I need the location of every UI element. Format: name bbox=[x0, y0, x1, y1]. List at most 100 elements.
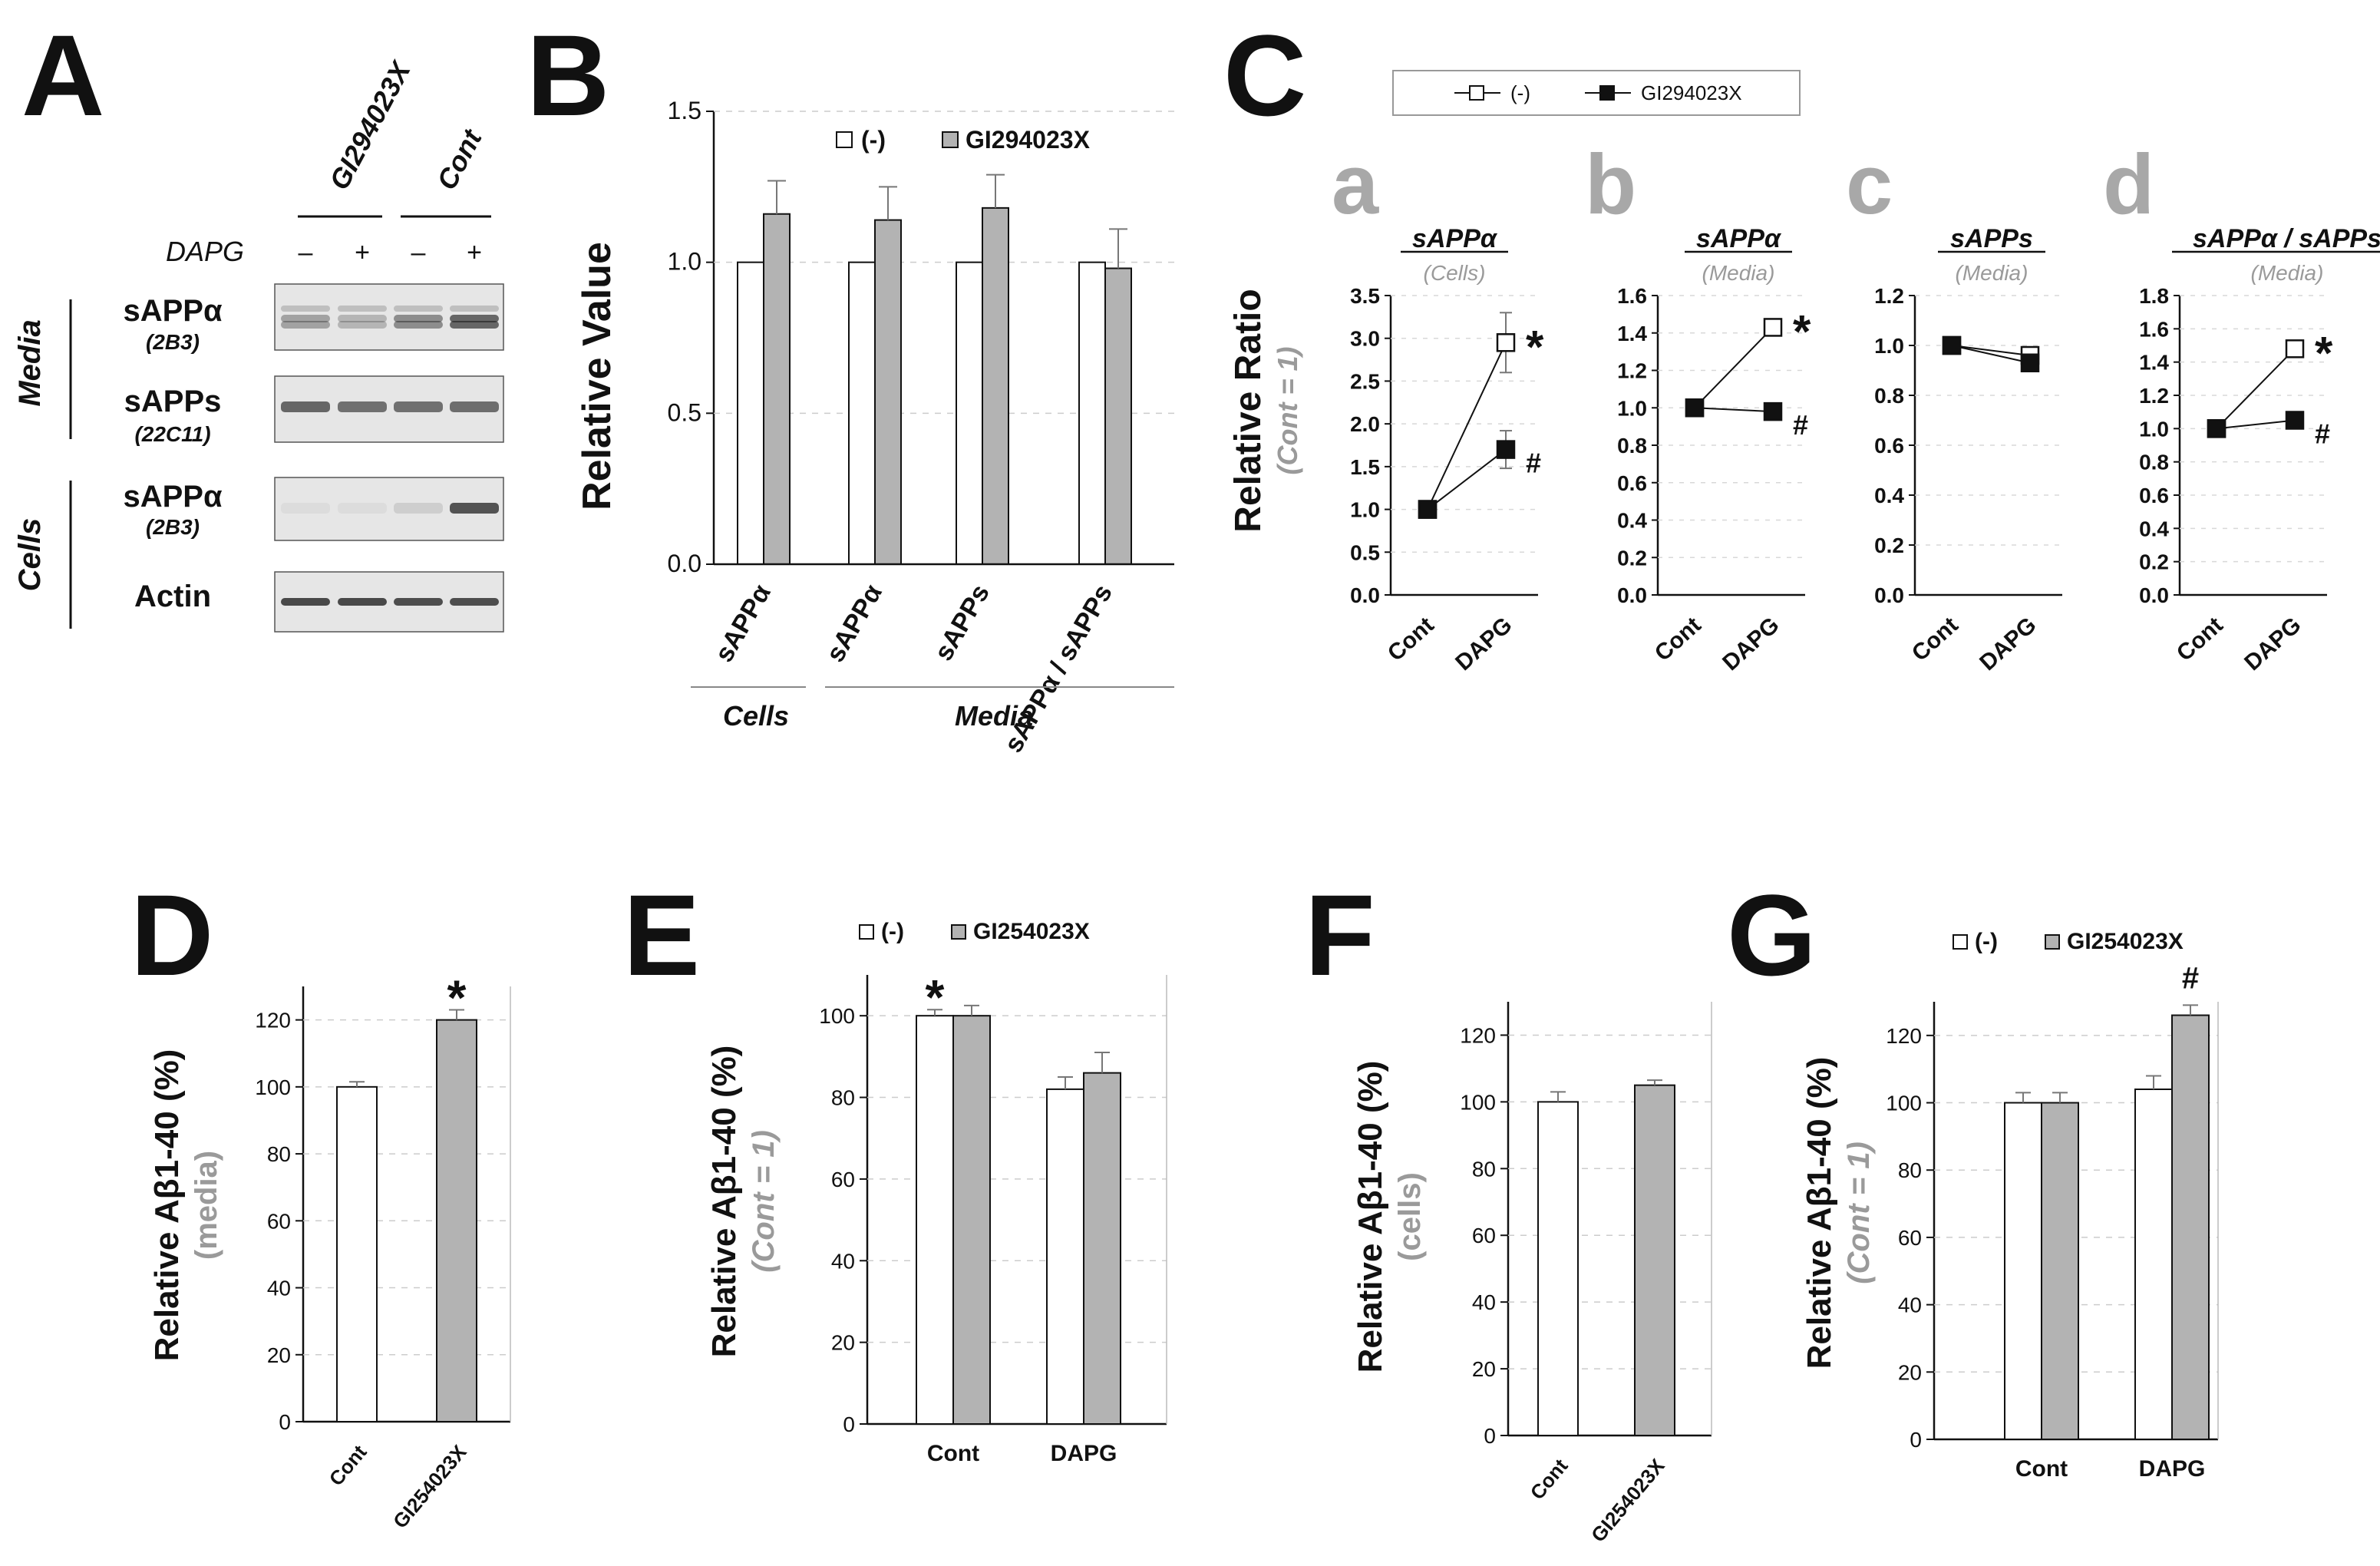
bar bbox=[1046, 1088, 1084, 1425]
y-tick-label: 1.8 bbox=[2139, 284, 2169, 308]
y-tick-label: 0.4 bbox=[2139, 517, 2169, 540]
legend-label: GI294023X bbox=[966, 126, 1091, 154]
y-tick-label: 20 bbox=[1472, 1357, 1496, 1381]
blot-dapg-sign: – bbox=[299, 238, 313, 267]
blot-dapg-sign: + bbox=[467, 238, 482, 267]
blot-band bbox=[450, 306, 499, 312]
y-tick-label: 1.2 bbox=[2139, 384, 2169, 408]
blot-band bbox=[450, 503, 499, 514]
panel-letter-g: G bbox=[1727, 871, 1817, 999]
x-tick-label: Cont bbox=[1907, 613, 1963, 666]
x-tick-label: Cont bbox=[927, 1441, 979, 1466]
blot-row-label: sAPPα bbox=[123, 480, 222, 514]
y-tick-label: 0.0 bbox=[2139, 583, 2169, 607]
group-label: Cells bbox=[723, 700, 789, 732]
bar bbox=[737, 261, 764, 565]
x-tick-label: DAPG bbox=[2139, 1456, 2206, 1482]
bar bbox=[982, 206, 1009, 565]
y-tick-label: 40 bbox=[1472, 1290, 1496, 1314]
series-line bbox=[2216, 419, 2296, 430]
x-tick-label: DAPG bbox=[1451, 613, 1517, 676]
legend-label: (-) bbox=[1510, 81, 1530, 104]
subplot-letter: c bbox=[1846, 137, 1893, 232]
subplot-title: sAPPα / sAPPs bbox=[2193, 224, 2380, 253]
blot-row-antibody: (2B3) bbox=[146, 330, 200, 354]
bar bbox=[763, 213, 791, 565]
y-tick-label: 0.0 bbox=[668, 550, 701, 577]
bar bbox=[1078, 261, 1106, 565]
data-point bbox=[1763, 401, 1783, 421]
y-tick-label: 0.2 bbox=[1874, 534, 1904, 557]
subplot-letter: d bbox=[2103, 137, 2154, 232]
bar bbox=[436, 1019, 477, 1422]
blot-band bbox=[394, 306, 443, 312]
y-tick-label: 0.4 bbox=[1617, 509, 1647, 533]
x-tick-label: Cont bbox=[1383, 613, 1439, 666]
panel-letter-c: C bbox=[1223, 11, 1306, 140]
x-tick-label: GI254023X bbox=[1586, 1454, 1669, 1547]
x-tick-label: Cont bbox=[2015, 1456, 2068, 1482]
series-line bbox=[1427, 342, 1507, 510]
bar bbox=[874, 219, 902, 565]
y-tick-label: 0.8 bbox=[2139, 451, 2169, 474]
y-tick-label: 20 bbox=[267, 1343, 291, 1367]
blot-band bbox=[281, 401, 330, 412]
y-tick-label: 0.6 bbox=[1617, 471, 1647, 495]
bar bbox=[2171, 1014, 2210, 1440]
data-point bbox=[1418, 500, 1438, 519]
y-tick-label: 0.5 bbox=[668, 398, 701, 426]
subplot-d: d sAPPα / sAPPs (Media) 0.0 0.2 0.4 0.6 0.8 1.0 1… bbox=[2103, 137, 2380, 676]
blot-band bbox=[281, 598, 330, 606]
subplot-subtitle: (Cells) bbox=[1424, 261, 1486, 285]
subplot-subtitle: (Media) bbox=[2251, 261, 2324, 285]
y-tick-label: 0.2 bbox=[1617, 546, 1647, 570]
y-tick-label: 0 bbox=[1484, 1424, 1496, 1448]
data-point bbox=[2020, 353, 2040, 372]
legend-label: GI294023X bbox=[1641, 81, 1742, 104]
subplot-subtitle: (Media) bbox=[1702, 261, 1775, 285]
y-tick-label: 1.6 bbox=[2139, 317, 2169, 341]
panel-letter-a: A bbox=[21, 11, 104, 140]
x-tick-label: DAPG bbox=[1051, 1441, 1117, 1466]
y-tick-label: 0.4 bbox=[1874, 484, 1904, 507]
legend-swatch bbox=[1953, 934, 1968, 950]
significance-hash: # bbox=[2182, 961, 2199, 995]
blot-band bbox=[338, 598, 387, 606]
panel-letter-d: D bbox=[130, 871, 213, 999]
subplot-letter: b bbox=[1585, 137, 1636, 232]
y-tick-label: 100 bbox=[819, 1004, 855, 1028]
chart-B: 0.0 0.5 1.0 1.5 Relative Value sAPPα sAPPα sAPP… bbox=[575, 97, 1174, 758]
y-tick-label: 40 bbox=[267, 1277, 291, 1300]
subplot-title: sAPPs bbox=[1950, 224, 2033, 253]
y-axis-note: (cells) bbox=[1393, 1172, 1427, 1261]
blot-group-label: Media bbox=[13, 319, 47, 406]
legend-label: (-) bbox=[881, 919, 904, 944]
series-line bbox=[1951, 345, 2031, 364]
significance-hash: # bbox=[2315, 418, 2330, 450]
y-tick-label: 1.0 bbox=[2139, 417, 2169, 441]
blot-band bbox=[281, 315, 330, 322]
x-tick-label: DAPG bbox=[1975, 613, 2042, 676]
y-tick-label: 2.5 bbox=[1350, 369, 1380, 393]
significance-star: * bbox=[1526, 321, 1544, 372]
y-axis-note: (Cont = 1) bbox=[1272, 347, 1303, 475]
legend-swatch bbox=[2045, 934, 2060, 950]
series-line bbox=[1427, 448, 1507, 510]
bar bbox=[1634, 1084, 1675, 1436]
y-tick-label: 1.0 bbox=[1874, 334, 1904, 358]
blot-band bbox=[338, 321, 387, 329]
legend-marker bbox=[1469, 85, 1484, 101]
y-tick-label: 0 bbox=[279, 1410, 291, 1434]
x-tick-label: Cont bbox=[2172, 613, 2228, 666]
x-tick-label: sAPPα bbox=[709, 580, 777, 667]
bar bbox=[2004, 1102, 2042, 1440]
y-tick-label: 80 bbox=[831, 1086, 855, 1110]
y-tick-label: 100 bbox=[1460, 1090, 1496, 1114]
y-tick-label: 1.4 bbox=[2139, 351, 2169, 375]
legend-label: (-) bbox=[861, 126, 886, 154]
subplot-title: sAPPα bbox=[1696, 224, 1782, 253]
significance-star: * bbox=[2315, 327, 2333, 378]
blot-band bbox=[281, 321, 330, 329]
y-axis-label: Relative Aβ1-40 (%) bbox=[148, 1049, 186, 1362]
y-tick-label: 0.0 bbox=[1350, 583, 1380, 607]
